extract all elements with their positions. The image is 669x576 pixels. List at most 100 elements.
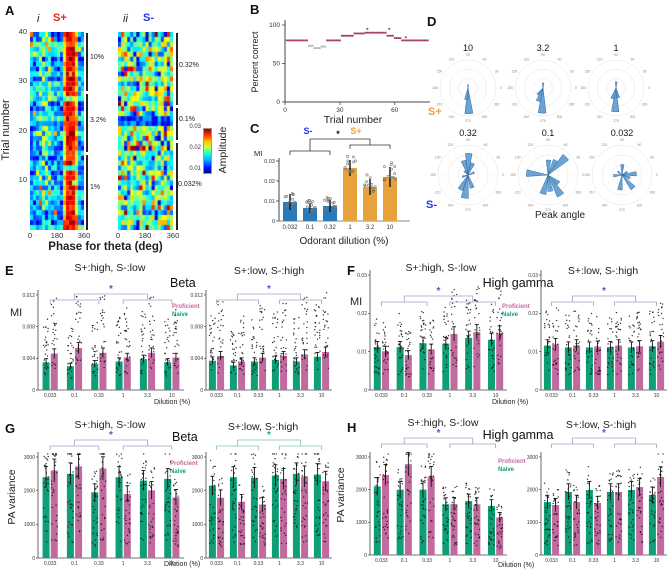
data-point [428, 467, 431, 469]
data-point [594, 510, 597, 513]
data-point [455, 365, 457, 368]
data-point [211, 319, 214, 322]
data-point [153, 348, 155, 350]
data-point [660, 312, 663, 315]
data-point [296, 526, 298, 528]
data-point [119, 499, 122, 501]
data-point [174, 321, 177, 324]
data-point [610, 512, 612, 515]
data-point [401, 354, 404, 357]
angle-tick-label: 120 [524, 58, 530, 62]
data-point [455, 357, 457, 360]
data-point [325, 291, 328, 294]
sig-bracket [403, 437, 474, 444]
data-point [91, 330, 93, 332]
data-point [637, 355, 640, 358]
data-point [150, 471, 153, 473]
data-point [566, 471, 568, 473]
data-point [500, 536, 503, 538]
data-point [400, 347, 402, 350]
data-point [92, 372, 95, 375]
data-point [175, 534, 177, 537]
data-point [454, 486, 456, 489]
data-point [490, 523, 492, 525]
x-tick-label: 0.1 [306, 225, 315, 231]
data-point [548, 340, 550, 343]
data-point [428, 363, 431, 365]
data-point [401, 505, 403, 508]
data-point [478, 491, 480, 493]
data-point [569, 354, 572, 357]
data-point [433, 461, 435, 463]
data-point [77, 304, 79, 306]
data-point [165, 470, 168, 472]
polar-grid-spoke [621, 148, 638, 176]
data-point [498, 540, 500, 542]
data-point [324, 464, 327, 467]
data-point [373, 31, 376, 34]
bar [75, 348, 83, 390]
data-point [406, 39, 409, 42]
angle-tick-label: 300 [563, 204, 569, 208]
data-point [259, 497, 261, 500]
data-point [301, 520, 303, 523]
angle-tick-label: 180 [584, 173, 590, 177]
data-point [355, 32, 358, 35]
data-point [473, 365, 475, 368]
data-point [587, 318, 590, 320]
data-point [420, 311, 423, 313]
data-point [314, 328, 316, 331]
data-point [305, 491, 307, 493]
data-point [172, 334, 174, 337]
data-point [599, 349, 602, 351]
data-point [262, 316, 264, 319]
angle-tick-label: 150 [515, 156, 521, 160]
angle-tick-label: 180 [507, 86, 513, 90]
data-point [212, 519, 214, 521]
data-point [595, 534, 597, 537]
data-point [576, 512, 579, 515]
data-point [177, 495, 179, 497]
data-point [253, 468, 256, 470]
data-point [295, 478, 297, 480]
data-point [92, 324, 94, 327]
data-point [261, 346, 264, 348]
data-point [399, 478, 401, 480]
data-point [151, 315, 154, 317]
data-point [46, 541, 48, 543]
data-point [467, 364, 469, 367]
data-point [654, 511, 656, 513]
data-point [609, 524, 611, 527]
data-point [587, 482, 589, 484]
data-point [429, 501, 431, 504]
data-point [231, 342, 234, 344]
data-point [212, 506, 214, 509]
data-point [101, 345, 103, 347]
data-point [445, 355, 448, 357]
rose-petal [547, 174, 561, 186]
data-point [149, 366, 151, 368]
polar-grid-spoke [615, 87, 641, 103]
data-point [565, 368, 567, 370]
rose-petal [617, 170, 623, 176]
data-point [632, 518, 634, 521]
y-tick-label: 2000 [356, 487, 367, 493]
data-point [252, 481, 255, 484]
data-point [378, 373, 380, 375]
data-point [140, 372, 142, 374]
data-point [118, 470, 121, 472]
bar [139, 480, 147, 558]
data-point [387, 345, 390, 348]
data-point [322, 354, 325, 356]
data-point [305, 535, 307, 537]
data-point [79, 514, 82, 517]
data-point [638, 517, 640, 519]
data-point [610, 318, 613, 320]
data-point [260, 361, 262, 364]
bar [648, 494, 656, 555]
data-point [466, 534, 468, 536]
rose-petal [539, 174, 549, 195]
data-point [306, 365, 308, 367]
data-point [45, 516, 47, 518]
data-point [152, 518, 154, 520]
